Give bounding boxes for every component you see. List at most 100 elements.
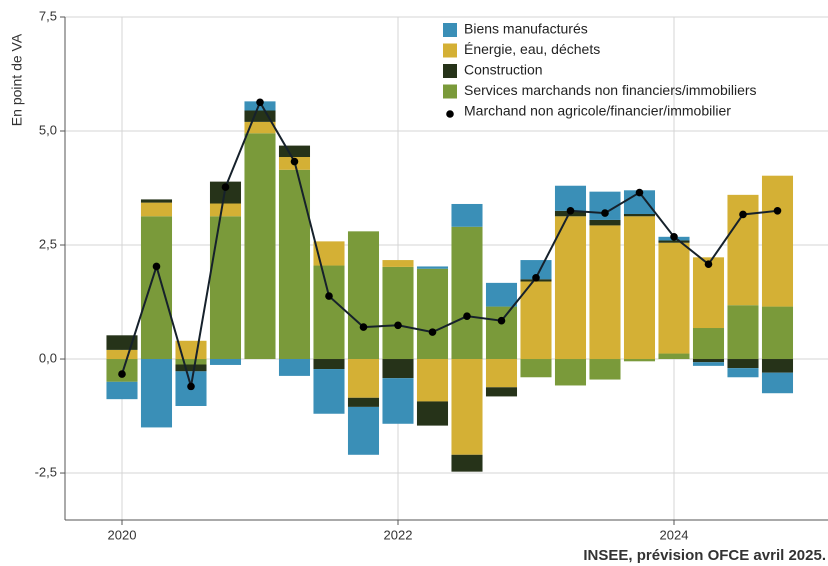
y-tick-label: 5,0: [39, 122, 57, 137]
legend-label: Énergie, eau, déchets: [464, 41, 600, 57]
line-marker: [221, 183, 230, 191]
line-marker: [566, 207, 575, 215]
line-marker: [152, 262, 161, 271]
x-tick-label: 2022: [384, 527, 413, 542]
bar-segment: [244, 121, 276, 134]
bar-segment: [761, 175, 794, 307]
bar-segment: [589, 359, 621, 380]
bar-segment: [278, 145, 311, 158]
line-marker: [325, 292, 333, 300]
bar-segment: [209, 203, 242, 217]
bar-segment: [175, 359, 207, 365]
bar-segment: [106, 349, 138, 360]
bar-segment: [520, 281, 552, 360]
bar-segment: [175, 364, 207, 372]
bar-segment: [727, 368, 759, 378]
y-tick-label: 2,5: [39, 236, 57, 251]
bar-segment: [692, 328, 725, 360]
bar-segment: [347, 359, 380, 398]
bar-segment: [416, 268, 449, 360]
bar-segment: [140, 199, 173, 203]
bar-segment: [589, 219, 621, 226]
bar-segment: [278, 359, 311, 376]
line-marker: [497, 316, 506, 325]
bar-segment: [382, 266, 414, 360]
bar-segment: [244, 110, 276, 122]
line-marker: [187, 382, 195, 391]
bar-segment: [382, 359, 414, 379]
bar-segment: [347, 397, 380, 407]
legend-label: Biens manufacturés: [464, 21, 588, 37]
bar-segment: [106, 381, 138, 400]
y-axis-label: En point de VA: [9, 33, 25, 126]
legend-label: Marchand non agricole/financier/immobili…: [464, 103, 731, 119]
line-marker: [290, 157, 299, 166]
bar-segment: [416, 266, 449, 269]
bar-segment: [761, 359, 794, 373]
bar-segment: [140, 216, 173, 360]
y-tick-label: -2,5: [35, 464, 57, 479]
legend-label: Services marchands non financiers/immobi…: [464, 82, 757, 98]
bar-segment: [623, 359, 656, 362]
bar-segment: [485, 282, 518, 307]
bar-segment: [451, 226, 483, 360]
bar-segment: [554, 359, 587, 386]
bar-segment: [416, 359, 449, 402]
line-marker: [601, 209, 609, 217]
line-marker: [773, 207, 782, 215]
bar-segment: [658, 353, 690, 360]
x-tick-label: 2024: [660, 527, 689, 542]
legend-label: Construction: [464, 62, 543, 78]
bar-segment: [692, 257, 725, 329]
bar-segment: [692, 359, 725, 363]
bar-segment: [347, 406, 380, 455]
bar-segment: [313, 369, 345, 414]
line-marker: [670, 233, 678, 241]
bar-segment: [761, 372, 794, 394]
y-tick-label: 7,5: [39, 8, 57, 23]
x-tick-label: 2020: [108, 527, 137, 542]
bar-segment: [485, 387, 518, 397]
bar-segment: [727, 305, 759, 360]
bar-segment: [589, 225, 621, 360]
legend-swatch: [443, 43, 457, 58]
bar-segment: [658, 242, 690, 354]
line-marker: [428, 328, 437, 336]
bar-segment: [692, 362, 725, 366]
line-marker: [739, 210, 747, 219]
line-marker: [118, 370, 126, 378]
bar-segment: [347, 231, 380, 360]
bar-segment: [209, 359, 242, 365]
bar-segment: [623, 216, 656, 360]
bar-segment: [451, 359, 483, 455]
legend-swatch: [443, 64, 457, 78]
bar-segment: [485, 359, 518, 388]
bar-segment: [106, 335, 138, 350]
y-tick-label: 0,0: [39, 350, 57, 365]
line-marker: [704, 260, 713, 268]
bar-segment: [761, 306, 794, 360]
bar-segment: [382, 378, 414, 424]
bar-segment: [382, 260, 414, 267]
bar-segment: [313, 265, 345, 360]
bar-segment: [209, 216, 242, 360]
bar-segment: [140, 202, 173, 217]
bar-segment: [416, 401, 449, 426]
bar-segment: [451, 203, 483, 227]
line: [121, 100, 778, 387]
bar-segment: [623, 214, 656, 217]
bar-segment: [244, 133, 276, 360]
bar-segment: [658, 240, 690, 243]
line-marker: [463, 312, 471, 320]
line-marker: [532, 274, 540, 282]
bar-segment: [313, 359, 345, 370]
legend-swatch: [443, 23, 457, 37]
bar-segment: [485, 306, 518, 360]
bar-segment: [554, 185, 587, 211]
line-marker: [359, 323, 368, 331]
line-marker: [394, 321, 402, 330]
line-marker: [256, 98, 264, 107]
bar-segment: [727, 359, 759, 369]
legend-marker: [446, 110, 454, 118]
